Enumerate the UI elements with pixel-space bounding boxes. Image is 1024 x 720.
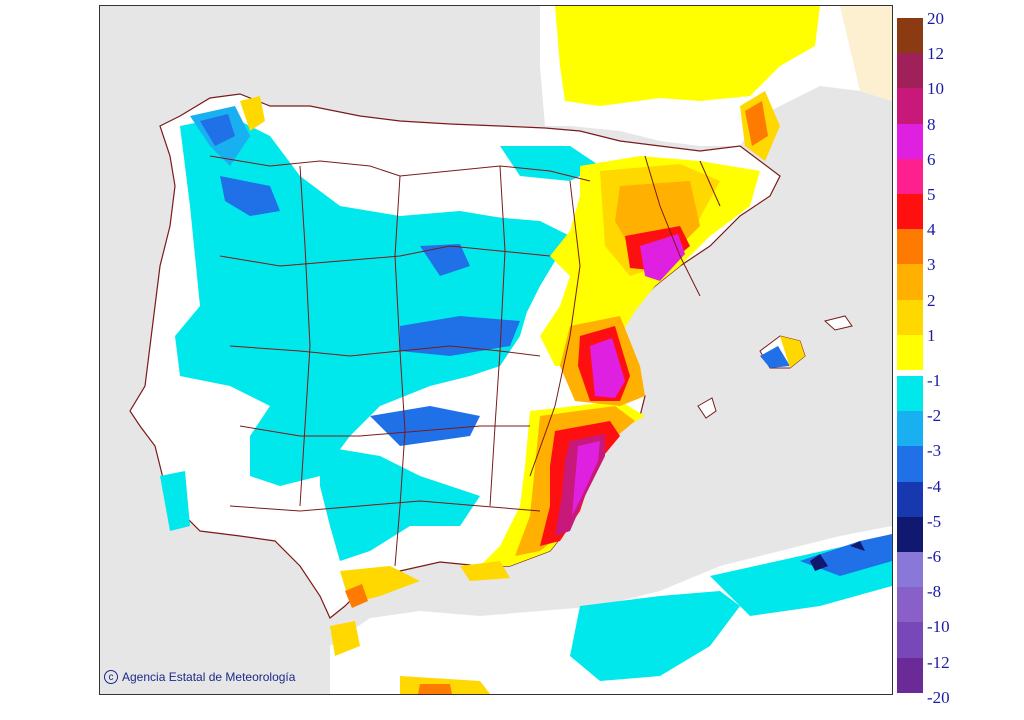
legend-swatch-negative bbox=[897, 622, 923, 658]
legend-tick-label: -10 bbox=[927, 617, 950, 637]
legend-swatch-negative bbox=[897, 552, 923, 588]
positive-anomaly-areas bbox=[240, 6, 820, 694]
legend-tick-label: 3 bbox=[927, 255, 936, 275]
region-borders bbox=[209, 155, 721, 567]
legend-swatch-positive bbox=[897, 158, 923, 194]
legend-tick-label: 10 bbox=[927, 79, 944, 99]
temperature-anomaly-map bbox=[99, 5, 893, 695]
legend-tick-label: 4 bbox=[927, 220, 936, 240]
legend-tick-label: 12 bbox=[927, 44, 944, 64]
legend-swatch-positive bbox=[897, 299, 923, 335]
ibiza-land bbox=[697, 397, 717, 419]
legend-tick-label: 5 bbox=[927, 185, 936, 204]
legend-tick-label: -1 bbox=[927, 371, 942, 390]
legend-tick-label: -6 bbox=[927, 547, 942, 566]
legend-tick-label: 2 bbox=[927, 290, 936, 310]
legend-swatch-negative bbox=[897, 516, 923, 552]
legend-swatch-positive bbox=[897, 123, 923, 159]
legend-tick-label: -8 bbox=[927, 582, 942, 602]
legend-swatch-positive bbox=[897, 264, 923, 300]
legend-tick-label: 20 bbox=[927, 9, 944, 28]
legend-swatch-negative bbox=[897, 411, 923, 447]
legend-tick-label: 8 bbox=[927, 114, 936, 134]
legend-swatch-negative bbox=[897, 587, 923, 623]
legend-tick-label: -3 bbox=[927, 441, 942, 461]
legend-tick-label: -12 bbox=[927, 652, 950, 672]
neighbor-land-corner bbox=[840, 6, 892, 101]
legend-swatch-positive bbox=[897, 18, 923, 54]
credit-text: Agencia Estatal de Meteorología bbox=[122, 670, 296, 684]
color-legend: 20 12 10 8 6 5 4 3 2 1 -1 -2 -3 -4 -5 -6 -8 -10 -12 -20 bbox=[897, 10, 977, 706]
map-canvas bbox=[129, 6, 892, 694]
legend-swatch-positive bbox=[897, 229, 923, 265]
copyright-icon: c bbox=[104, 670, 118, 684]
watermark: eteme bbox=[762, 658, 831, 683]
agency-credit: c Agencia Estatal de Meteorología bbox=[104, 670, 295, 684]
legend-tick-label: -20 bbox=[927, 687, 950, 707]
legend-swatch-positive bbox=[897, 88, 923, 124]
legend-swatch-positive bbox=[897, 194, 923, 230]
legend-swatch-negative bbox=[897, 376, 923, 412]
legend-tick-label: 6 bbox=[927, 149, 936, 169]
legend-tick-label: -4 bbox=[927, 476, 942, 496]
legend-swatch-negative bbox=[897, 446, 923, 482]
legend-tick-label: -2 bbox=[927, 406, 942, 426]
menorca-land bbox=[823, 315, 853, 331]
legend-tick-label: 1 bbox=[927, 325, 936, 345]
legend-swatch-negative bbox=[897, 657, 923, 693]
legend-swatch-positive bbox=[897, 334, 923, 370]
legend-swatch-negative bbox=[897, 481, 923, 517]
legend-swatch-positive bbox=[897, 53, 923, 89]
legend-tick-label: -5 bbox=[927, 511, 942, 531]
